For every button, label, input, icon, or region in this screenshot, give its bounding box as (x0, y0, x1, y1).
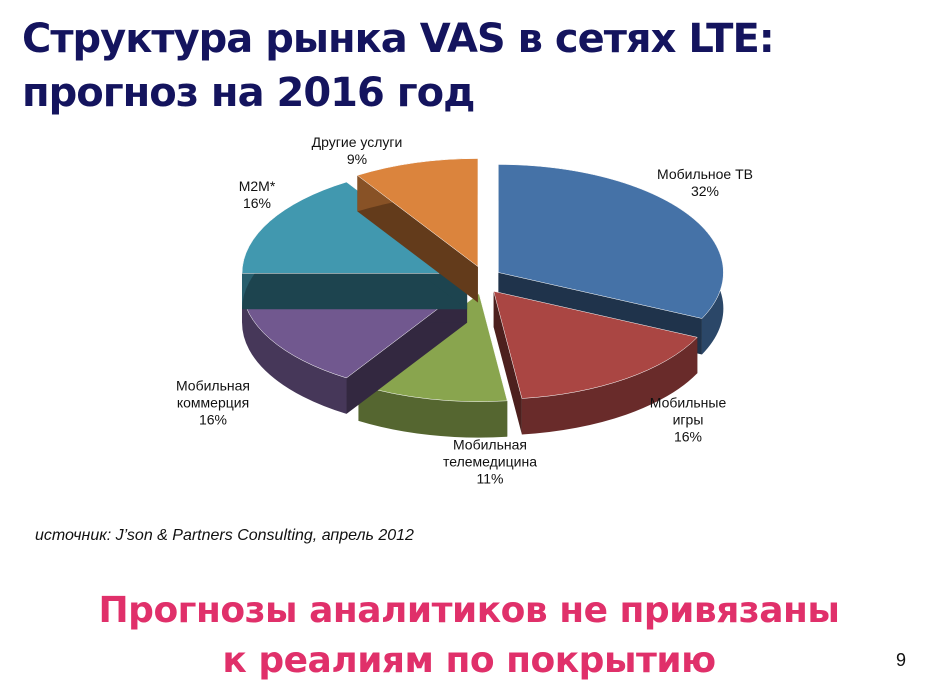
category-label: Мобильное ТВ (657, 166, 753, 182)
pie-slice (493, 290, 698, 435)
category-label: Другие услуги (311, 134, 403, 150)
slice-label: Мобильное ТВ 32% (657, 166, 753, 200)
slice-label: Мобильные игры 16% (650, 395, 727, 446)
slice-label: Другие услуги 9% (312, 134, 403, 168)
slice-top (356, 158, 479, 268)
slice-radial-side (357, 175, 478, 303)
slice-label: M2M* 16% (239, 178, 276, 212)
slice-label: Мобильная телемедицина 11% (443, 437, 537, 488)
category-label: Мобильная коммерция (175, 377, 251, 411)
category-label: Мобильные игры (649, 394, 727, 428)
source: источник: J’son & Partners Consulting, а… (35, 527, 414, 544)
slice-label: Мобильная коммерция 16% (176, 378, 250, 429)
chart-title: Структура рынка VAS в сетях LTE: прогноз… (22, 16, 775, 116)
message: Прогнозы аналитиков не привязаны к реали… (98, 590, 840, 681)
value-label: 11% (476, 470, 504, 487)
value-label: 16% (198, 411, 228, 428)
value-label: 32% (690, 183, 720, 199)
value-label: 9% (346, 151, 368, 167)
category-label: Мобильная телемедицина (443, 436, 537, 470)
slice-top (498, 164, 724, 319)
slice-outer-side (242, 286, 347, 414)
slice-outer-side (521, 337, 698, 435)
slice-radial-side (493, 291, 522, 435)
category-label: M2M* (238, 178, 276, 194)
pie-slice (356, 158, 479, 303)
slice-outer-side (358, 384, 508, 438)
value-label: 16% (673, 428, 703, 445)
value-label: 16% (242, 195, 272, 211)
slice-radial-side (242, 273, 468, 310)
slice-top (493, 290, 698, 399)
page-number: 9 (896, 650, 907, 670)
